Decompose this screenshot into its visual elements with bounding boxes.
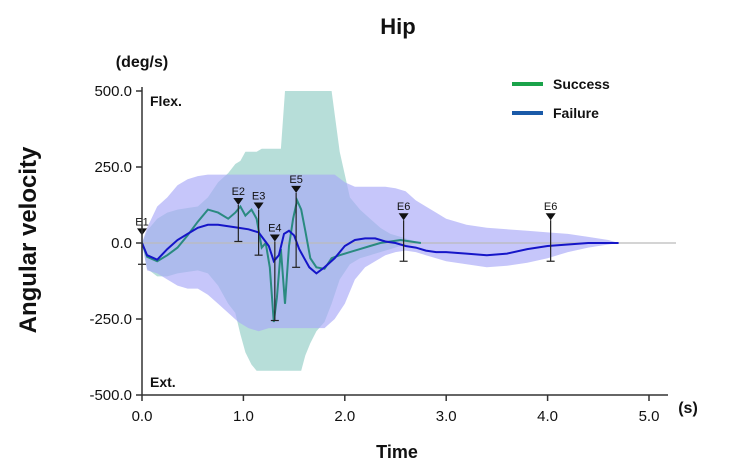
x-tick-label: 4.0 xyxy=(537,408,558,425)
event-label: E6 xyxy=(544,201,557,213)
event-e4-3: E4 xyxy=(268,222,282,322)
y-tick-label: -500.0 xyxy=(89,387,132,404)
event-e6-5: E6 xyxy=(397,201,410,262)
legend: Success Failure xyxy=(512,76,610,121)
x-tick-label: 1.0 xyxy=(233,408,254,425)
event-marker xyxy=(269,234,280,242)
x-tick-label: 5.0 xyxy=(639,408,660,425)
event-e5-4: E5 xyxy=(289,174,303,268)
event-e3-2: E3 xyxy=(252,191,265,256)
x-axis-label: Time xyxy=(376,442,418,462)
variability-bands xyxy=(142,91,619,371)
y-unit-label: (deg/s) xyxy=(116,54,168,71)
extension-label: Ext. xyxy=(150,374,176,390)
y-tick-label: -250.0 xyxy=(89,311,132,328)
event-markers: E1E2E3E4E5E6E6 xyxy=(135,174,557,322)
event-e6-6: E6 xyxy=(544,201,557,262)
series-line-success xyxy=(141,197,422,323)
series-line-failure xyxy=(141,223,619,275)
event-label: E4 xyxy=(268,222,281,234)
event-label: E3 xyxy=(252,191,265,203)
x-unit-label: (s) xyxy=(678,400,698,417)
mean-lines xyxy=(141,197,619,323)
x-tick-label: 3.0 xyxy=(436,408,457,425)
event-e2-1: E2 xyxy=(232,186,245,243)
legend-label-failure: Failure xyxy=(553,105,599,121)
event-marker xyxy=(253,202,264,210)
event-marker xyxy=(291,185,302,193)
legend-label-success: Success xyxy=(553,76,610,92)
event-marker xyxy=(398,213,409,221)
event-marker xyxy=(233,198,244,205)
chart-title: Hip xyxy=(380,14,415,39)
x-tick-label: 2.0 xyxy=(334,408,355,425)
y-tick-label: 250.0 xyxy=(94,159,132,176)
event-marker xyxy=(545,213,556,221)
x-tick-label: 0.0 xyxy=(132,408,153,425)
event-label: E6 xyxy=(397,201,410,213)
event-label: E5 xyxy=(289,174,302,186)
y-tick-label: 0.0 xyxy=(111,235,132,252)
y-axis-label: Angular velocity xyxy=(15,146,42,333)
flexion-label: Flex. xyxy=(150,93,182,109)
event-label: E2 xyxy=(232,186,245,198)
band-failure xyxy=(142,174,619,332)
y-tick-label: 500.0 xyxy=(94,83,132,100)
